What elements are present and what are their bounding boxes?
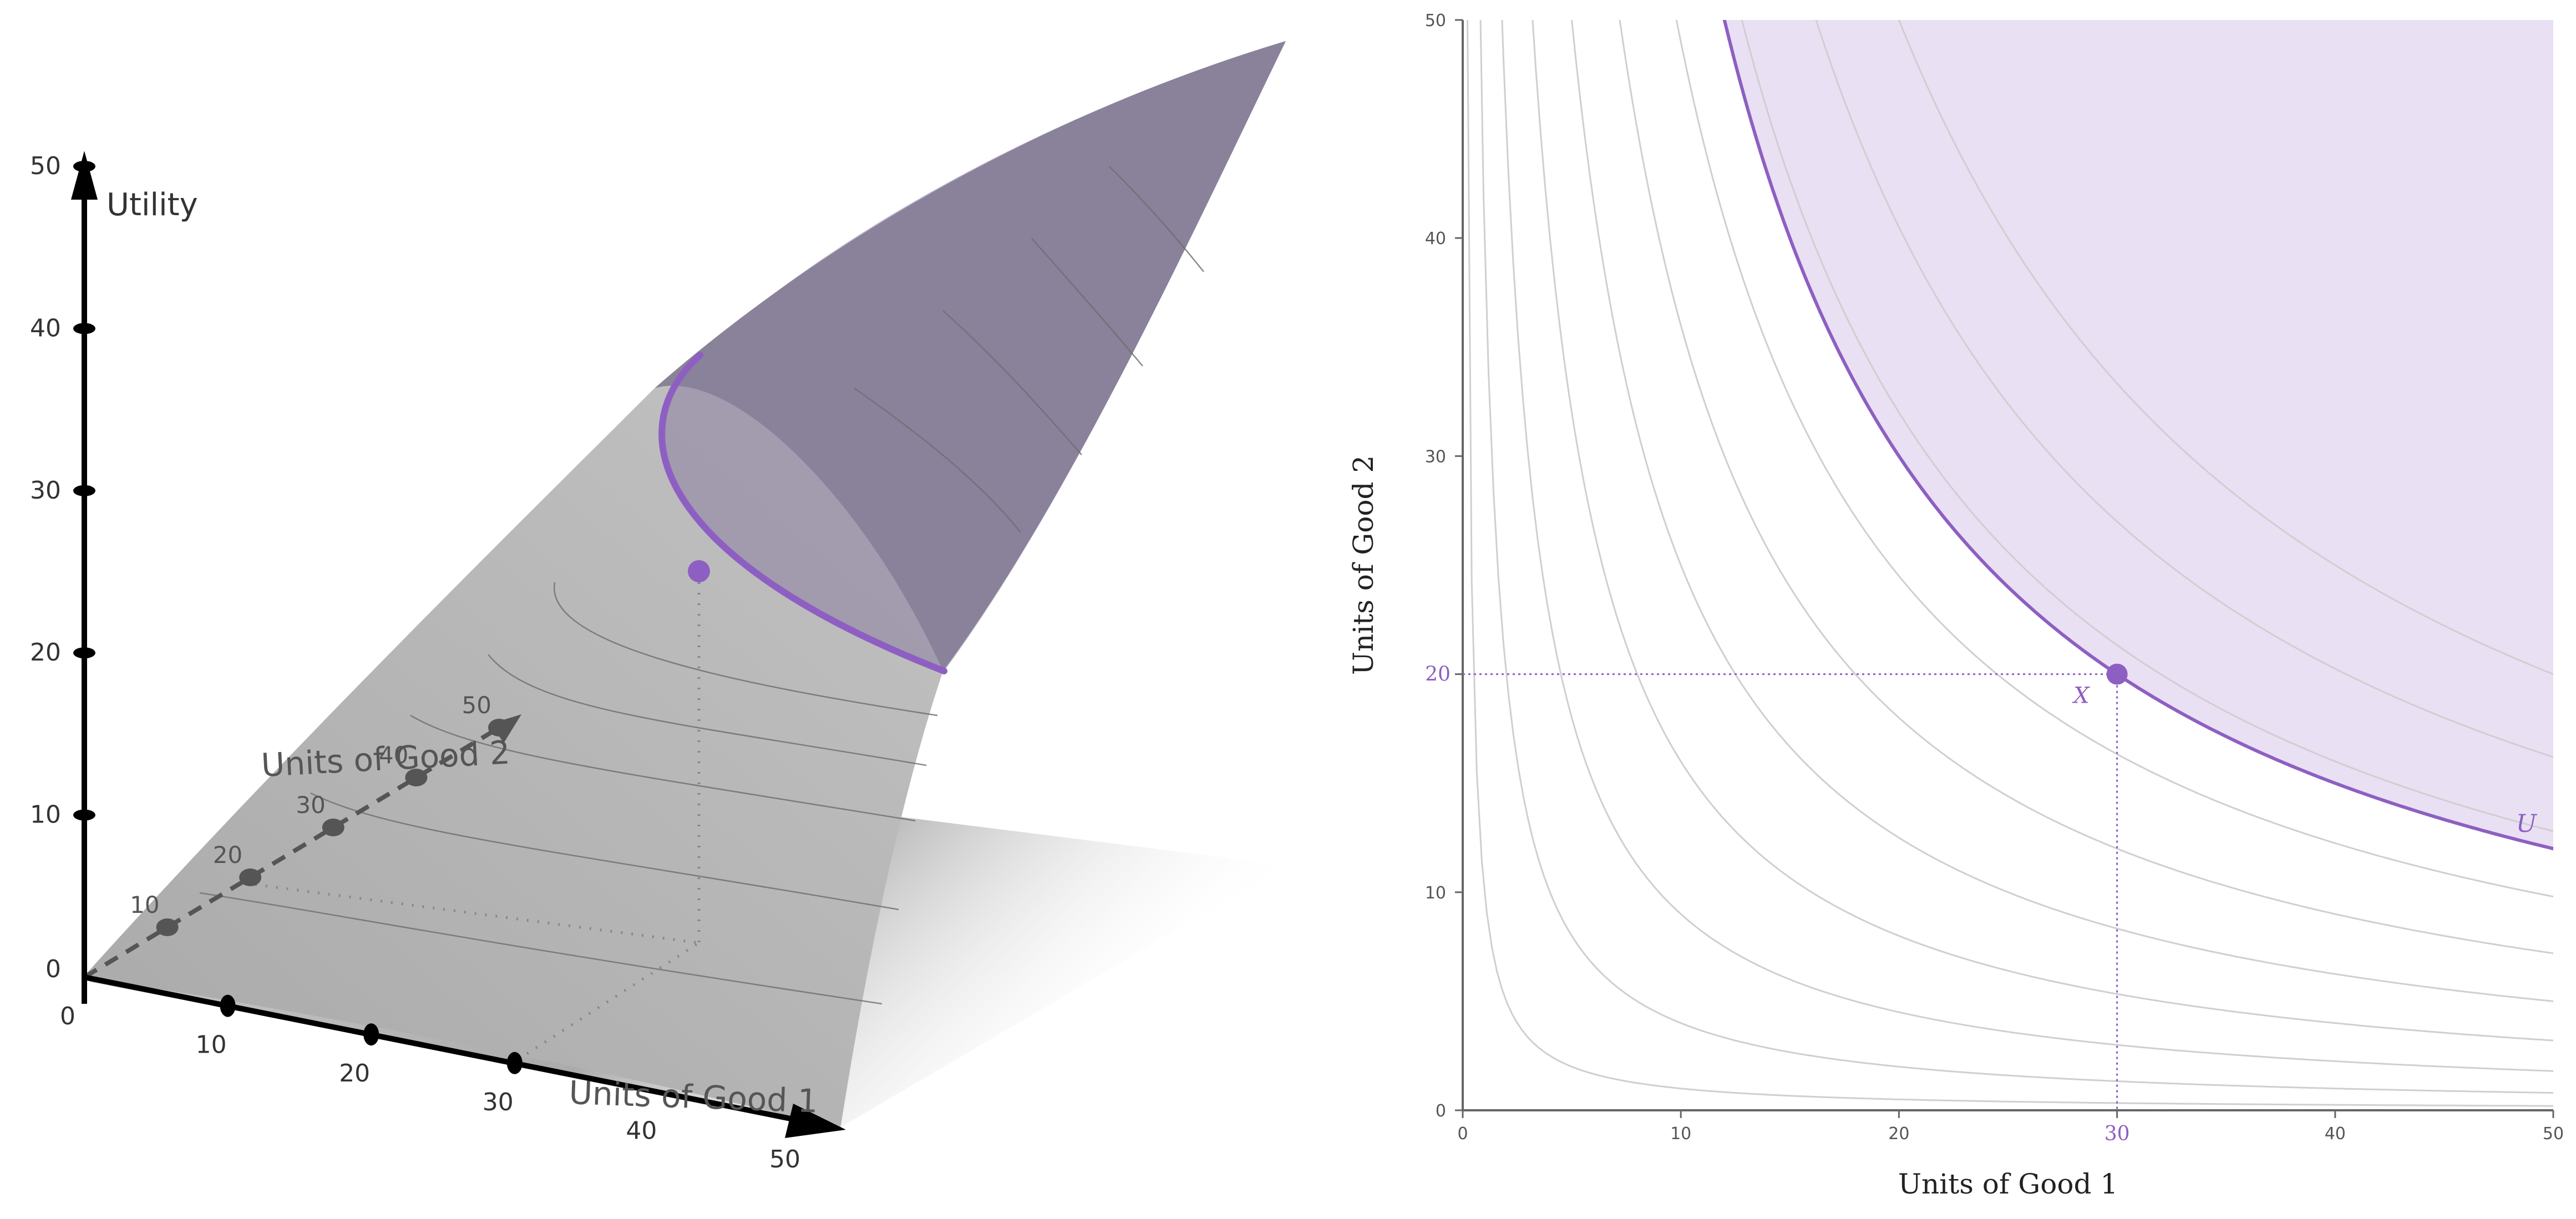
surface-contours	[199, 166, 1204, 1005]
guide-lines-3d	[255, 582, 701, 1055]
good2-tick	[488, 719, 510, 737]
utility-tick	[73, 809, 95, 821]
y-tick-label: 50	[1425, 11, 1446, 31]
indifference-curve	[1532, 20, 2553, 1042]
utility-tick-label: 30	[30, 476, 61, 505]
good1-tick	[363, 1023, 379, 1046]
good2-tick	[156, 918, 179, 936]
good1-tick-label: 30	[483, 1088, 514, 1116]
y-tick-label: 40	[1425, 229, 1446, 248]
good2-tick-label: 30	[296, 791, 325, 819]
indifference-curves	[1467, 20, 2553, 1107]
good2-tick-label: 10	[130, 891, 159, 918]
surface-contour	[1109, 166, 1204, 272]
x-axis-label: Units of Good 1	[1898, 1168, 2118, 1200]
surface-contour	[310, 792, 899, 911]
x-highlight-tick-label: 30	[2105, 1123, 2130, 1145]
utility-axis-label: Utility	[107, 187, 198, 223]
utility-tick-label: 10	[30, 801, 61, 829]
good1-tick-label: 0	[60, 1002, 75, 1030]
y-highlight-tick-label: 20	[1425, 663, 1451, 686]
good2-tick	[239, 868, 262, 886]
surface-contour	[942, 310, 1082, 455]
utility-surface-3d: 0 10 20 30 40 50 0 10 20 30 40 50 10 20 30 40 50 Utility U…	[30, 41, 1287, 1174]
point-x-label: X	[2072, 683, 2090, 709]
indifference-curve	[1479, 20, 2553, 1094]
x-tick-label: 20	[1888, 1124, 1909, 1144]
preferred-region	[1724, 20, 2553, 849]
surface-contour	[553, 582, 938, 717]
highlight-indifference-curve	[1722, 20, 2553, 851]
good1-tick-label: 10	[196, 1031, 227, 1059]
x-tick-label: 0	[1457, 1124, 1468, 1144]
surface-contour	[199, 892, 883, 1005]
good1-axis-arrow	[785, 1104, 846, 1138]
indifference-curve	[1571, 20, 2553, 1002]
indifference-curve	[1501, 20, 2553, 1072]
good2-axis	[83, 719, 512, 979]
utility-tick	[73, 161, 95, 172]
utility-tick-label: 50	[30, 152, 61, 180]
good2-tick	[405, 769, 428, 786]
indifference-curve	[1898, 20, 2553, 675]
curve-u-label: U	[2516, 810, 2538, 838]
surface-contour	[1031, 238, 1143, 367]
utility-tick-label: 20	[30, 638, 61, 667]
x-tick-label: 10	[1670, 1124, 1691, 1144]
tick-mask	[2101, 1121, 2133, 1146]
y-axis-label: Units of Good 2	[1347, 455, 1380, 675]
axes-2d: 0 10 20 30 40 50 0 10 20 30 40 50	[1425, 11, 2564, 1144]
good1-axis	[84, 974, 805, 1124]
surface-lower	[83, 385, 943, 1129]
good1-tick-label: 40	[626, 1116, 657, 1145]
surface-contour	[410, 714, 916, 822]
surface-contour	[854, 387, 1021, 533]
good2-tick-label: 40	[379, 741, 408, 769]
highlight-region-3d	[662, 41, 1286, 671]
indifference-map: 0 10 20 30 40 50 0 10 20 30 40 50 30 20 X U Units of…	[1347, 11, 2564, 1200]
y-tick-label: 30	[1425, 447, 1446, 466]
utility-tick-label: 40	[30, 314, 61, 342]
y-tick-label: 10	[1425, 883, 1446, 903]
utility-tick-label: 0	[45, 955, 61, 983]
good2-tick-label: 20	[213, 841, 242, 868]
indifference-curve	[1815, 20, 2553, 758]
good1-tick	[506, 1052, 523, 1074]
indifference-curve	[1467, 20, 2553, 1107]
point-x-3d	[688, 560, 710, 582]
indifference-curve	[1741, 20, 2553, 832]
x-tick-label: 50	[2543, 1124, 2564, 1144]
utility-tick	[73, 485, 95, 496]
utility-axis-arrow	[71, 151, 98, 200]
good2-tick-label: 50	[462, 692, 491, 719]
surface-contour	[488, 654, 927, 766]
indifference-curve	[1619, 20, 2553, 954]
utility-tick	[73, 323, 95, 334]
guide-good2	[255, 883, 699, 944]
indifference-curve	[1675, 20, 2553, 898]
good1-tick	[220, 994, 236, 1017]
point-x	[2106, 663, 2128, 685]
good1-tick-label: 50	[769, 1145, 800, 1174]
utility-tick	[73, 647, 95, 659]
good1-tick-label: 20	[339, 1059, 370, 1088]
x-tick-label: 40	[2325, 1124, 2346, 1144]
good1-axis-label: Units of Good 1	[569, 1074, 819, 1120]
y-tick-label: 0	[1436, 1101, 1446, 1121]
good2-tick	[322, 819, 344, 836]
tick-mask	[1418, 661, 1452, 685]
guide-lines-2d: 30 20	[1418, 661, 2133, 1146]
highlight-contour-3d	[658, 352, 947, 674]
